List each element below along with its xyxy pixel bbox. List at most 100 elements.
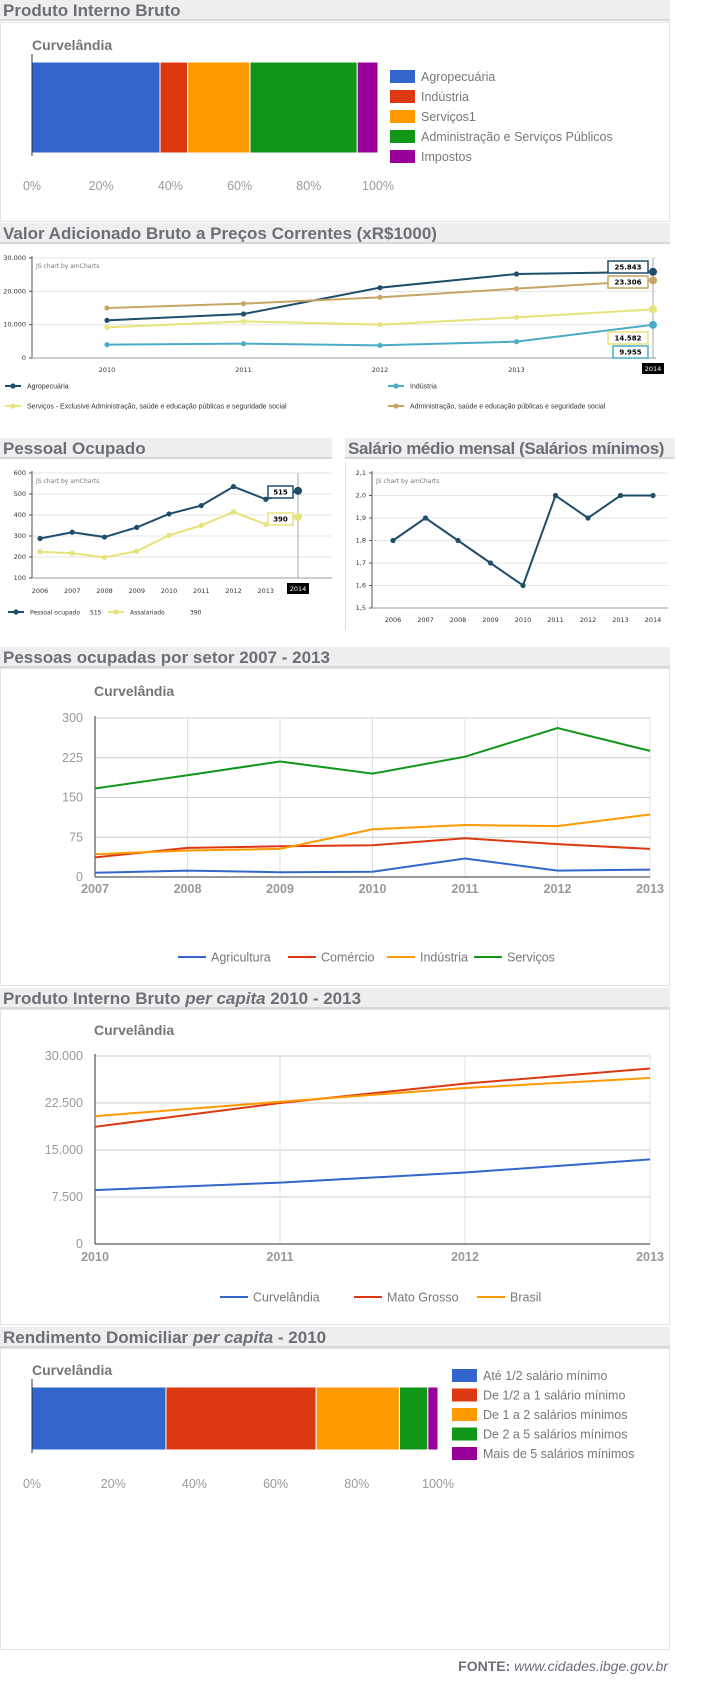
y-tick-label: 1,7 <box>356 559 366 567</box>
legend-value: 515 <box>90 610 102 617</box>
legend-label: Agricultura <box>211 951 271 965</box>
y-tick-label: 1,5 <box>356 604 366 612</box>
data-point <box>520 582 526 589</box>
series-line <box>106 279 654 309</box>
y-tick-label: 200 <box>14 553 26 561</box>
data-point <box>198 502 204 509</box>
data-point <box>377 285 383 291</box>
data-point <box>230 509 237 515</box>
bar-segment <box>165 1386 317 1451</box>
value-balloon <box>267 485 294 499</box>
x-tick-label: 2007 <box>417 616 434 624</box>
legend-label: Agropecuária <box>421 70 495 84</box>
x-tick-label: 2010 <box>81 1250 109 1264</box>
legend-label: Serviços - Exclusive Administração, saúd… <box>27 404 287 411</box>
x-tick-label: 0% <box>23 179 41 193</box>
x-tick-label: 2011 <box>451 882 478 896</box>
data-point <box>104 342 110 348</box>
x-tick-label: 2006 <box>32 587 49 595</box>
x-tick-label: 2013 <box>257 587 274 595</box>
legend-swatch <box>452 1447 477 1460</box>
value-balloon-label: 515 <box>273 489 288 497</box>
value-balloon-label: 25.843 <box>614 264 641 272</box>
data-point <box>104 324 110 330</box>
x-tick-label: 0% <box>23 1477 41 1491</box>
y-tick-label: 300 <box>62 711 83 725</box>
x-tick-label: 40% <box>182 1477 207 1491</box>
legend-label: Indústria <box>410 384 437 391</box>
footer-source: FONTE: www.cidades.ibge.gov.br <box>458 1658 668 1674</box>
data-point <box>104 305 110 311</box>
legend-label: Curvelândia <box>253 1291 320 1305</box>
data-point <box>377 342 383 348</box>
series-line <box>106 323 654 347</box>
series-line <box>94 1158 651 1192</box>
section-header-salario: Salário médio mensal (Salários mínimos) <box>345 438 675 459</box>
legend-label: Impostos <box>421 150 472 164</box>
x-tick-label: 60% <box>227 179 252 193</box>
x-tick-label: 100% <box>422 1477 454 1491</box>
chart-title: Curvelândia <box>94 683 174 699</box>
y-tick-label: 22.500 <box>45 1096 83 1110</box>
data-point <box>134 548 140 554</box>
bar-segment <box>356 61 379 154</box>
data-point <box>104 317 110 323</box>
y-tick-label: 7.500 <box>52 1190 83 1204</box>
x-tick-label: 2012 <box>451 1250 479 1264</box>
series-line <box>94 1067 651 1128</box>
data-point <box>513 314 520 320</box>
legend-label: Assalariado <box>130 610 165 617</box>
footer-link[interactable]: www.cidades.ibge.gov.br <box>514 1658 668 1674</box>
data-point <box>649 305 657 314</box>
y-tick-label: 1,8 <box>356 537 366 545</box>
x-tick-label: 2009 <box>266 882 294 896</box>
legend-marker-dot <box>10 403 16 409</box>
x-tick-label: 60% <box>263 1477 288 1491</box>
legend-label: De 1 a 2 salários mínimos <box>483 1408 628 1422</box>
legend-swatch <box>390 130 415 143</box>
x-tick-label: 2008 <box>174 882 202 896</box>
legend-label: Comércio <box>321 951 375 965</box>
cursor-label: 2014 <box>290 585 307 593</box>
header-text: 2010 - 2013 <box>265 989 362 1008</box>
data-point <box>513 286 520 292</box>
value-balloon <box>267 512 294 526</box>
legend-swatch <box>390 110 415 123</box>
data-point <box>294 513 302 522</box>
legend-swatch <box>452 1408 477 1421</box>
y-tick-label: 0 <box>76 1237 83 1251</box>
x-tick-label: 2011 <box>266 1250 293 1264</box>
data-point <box>422 515 429 521</box>
bar-segment <box>31 1386 167 1451</box>
header-text-italic: per capita <box>185 989 266 1008</box>
data-point <box>649 276 657 285</box>
data-point <box>513 271 520 277</box>
bar-segment <box>187 61 251 154</box>
y-tick-label: 1,6 <box>356 582 366 590</box>
data-point <box>101 534 108 540</box>
series-line <box>94 1076 651 1118</box>
series-line <box>94 813 651 856</box>
data-point <box>240 311 247 317</box>
x-tick-label: 2010 <box>99 366 116 374</box>
legend-label: Pessoal ocupado <box>30 610 80 617</box>
x-tick-label: 20% <box>89 179 114 193</box>
y-tick-label: 0 <box>22 354 26 362</box>
data-point <box>240 341 247 347</box>
chart-title: Curvelândia <box>32 1362 112 1378</box>
legend-label: Mato Grosso <box>387 1291 459 1305</box>
legend-label: Serviços <box>507 951 555 965</box>
data-point <box>649 267 657 276</box>
legend-label: Agropecuária <box>27 384 69 391</box>
y-tick-label: 30.000 <box>45 1049 83 1063</box>
legend-swatch <box>452 1369 477 1382</box>
cursor-label-bg <box>642 363 664 374</box>
cursor-label: 2014 <box>645 365 662 373</box>
watermark: JS chart by amCharts <box>35 478 99 485</box>
y-tick-label: 0 <box>76 870 83 884</box>
y-tick-label: 600 <box>14 469 26 477</box>
section-header-pib: Produto Interno Bruto <box>0 0 670 21</box>
data-point <box>240 318 247 324</box>
data-point <box>166 511 172 517</box>
data-point <box>37 549 43 555</box>
